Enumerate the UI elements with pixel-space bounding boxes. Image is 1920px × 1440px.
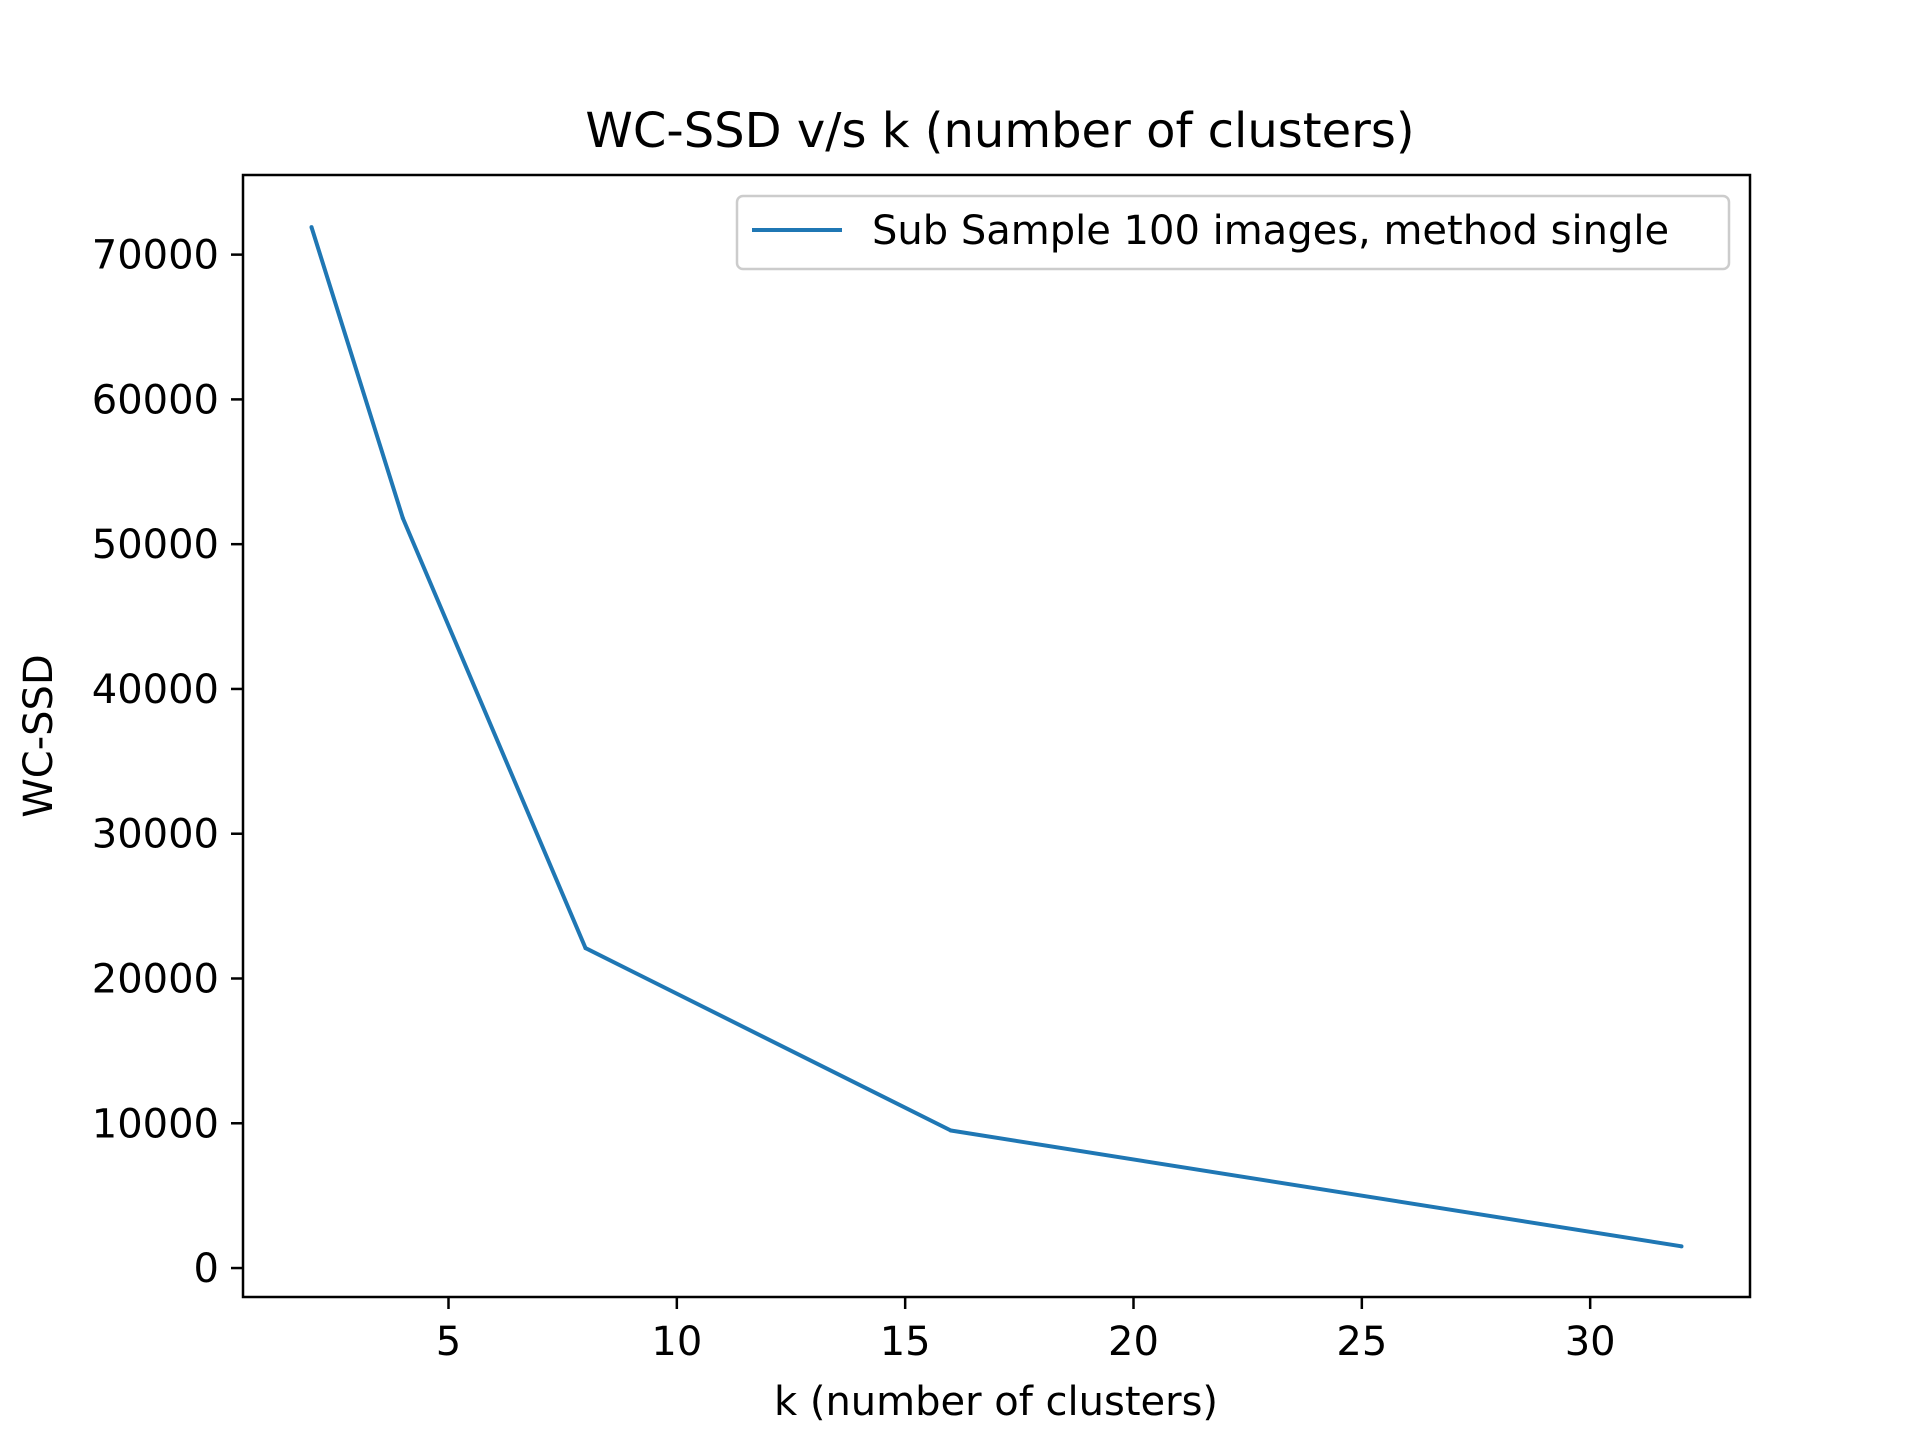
legend-label: Sub Sample 100 images, method single xyxy=(872,208,1669,254)
y-axis-ticks: 0 10000 20000 30000 40000 50000 60000 70000 xyxy=(92,233,243,1292)
y-tick-label: 30000 xyxy=(92,812,219,858)
y-tick-label: 40000 xyxy=(92,667,219,713)
y-tick-label: 10000 xyxy=(92,1101,219,1147)
legend-box xyxy=(735,194,1731,271)
y-tick-label: 50000 xyxy=(92,522,219,568)
x-tick-label: 30 xyxy=(1565,1319,1616,1365)
y-axis-label: WC-SSD xyxy=(16,654,62,818)
y-tick-label: 20000 xyxy=(92,956,219,1002)
y-tick-label: 60000 xyxy=(92,377,219,423)
x-tick-label: 20 xyxy=(1108,1319,1159,1365)
x-tick-label: 15 xyxy=(880,1319,931,1365)
y-tick-label: 70000 xyxy=(92,233,219,279)
data-point xyxy=(948,1128,953,1133)
legend: Sub Sample 100 images, method single xyxy=(735,194,1731,271)
plot-frame xyxy=(241,173,1752,1299)
series-layer xyxy=(309,225,1684,1249)
x-tick-label: 5 xyxy=(436,1319,461,1365)
y-tick-label: 0 xyxy=(194,1246,219,1292)
data-point xyxy=(583,946,588,951)
x-axis-label: k (number of clusters) xyxy=(774,1379,1218,1425)
chart-title: WC-SSD v/s k (number of clusters) xyxy=(585,103,1414,159)
data-point xyxy=(1679,1244,1684,1249)
x-tick-label: 25 xyxy=(1336,1319,1387,1365)
data-point xyxy=(400,516,405,521)
data-point xyxy=(309,225,314,230)
x-axis-ticks: 5 10 15 20 25 30 xyxy=(436,1297,1616,1365)
x-tick-label: 10 xyxy=(651,1319,702,1365)
